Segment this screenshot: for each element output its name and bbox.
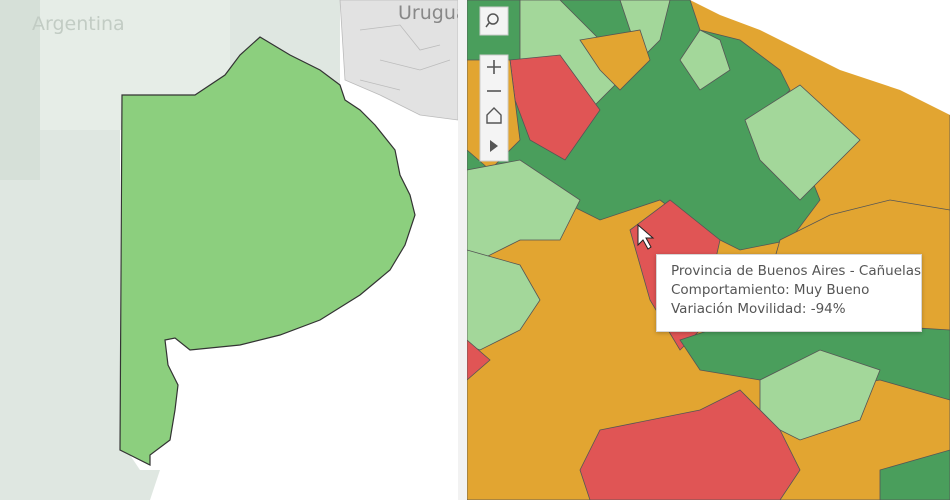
- search-icon: [485, 22, 490, 28]
- left-map: Argentina Uruguay: [0, 0, 479, 500]
- tooltip-line: Variación Movilidad: -94%: [671, 301, 846, 317]
- neighbor-country: [339, 0, 458, 121]
- land-region: [0, 0, 40, 180]
- map-toolbar: [479, 6, 655, 250]
- province: [119, 36, 416, 466]
- right-map: [467, 0, 950, 500]
- home-button[interactable]: [486, 107, 502, 124]
- neighbor-borders: [359, 24, 451, 91]
- expand-button[interactable]: [490, 140, 498, 152]
- country-label: Uruguay: [398, 2, 479, 24]
- search-icon: [487, 13, 499, 25]
- search-button[interactable]: [479, 6, 509, 36]
- divider: [458, 0, 467, 500]
- tooltip: Provincia de Buenos Aires - Cañuelas Com…: [656, 254, 922, 332]
- tooltip-title: Provincia de Buenos Aires - Cañuelas: [671, 263, 922, 279]
- country-label: Argentina: [32, 13, 125, 35]
- cursor: [637, 223, 655, 250]
- zoom-in-button[interactable]: [487, 60, 501, 74]
- tooltip-line: Comportamiento: Muy Bueno: [671, 282, 870, 298]
